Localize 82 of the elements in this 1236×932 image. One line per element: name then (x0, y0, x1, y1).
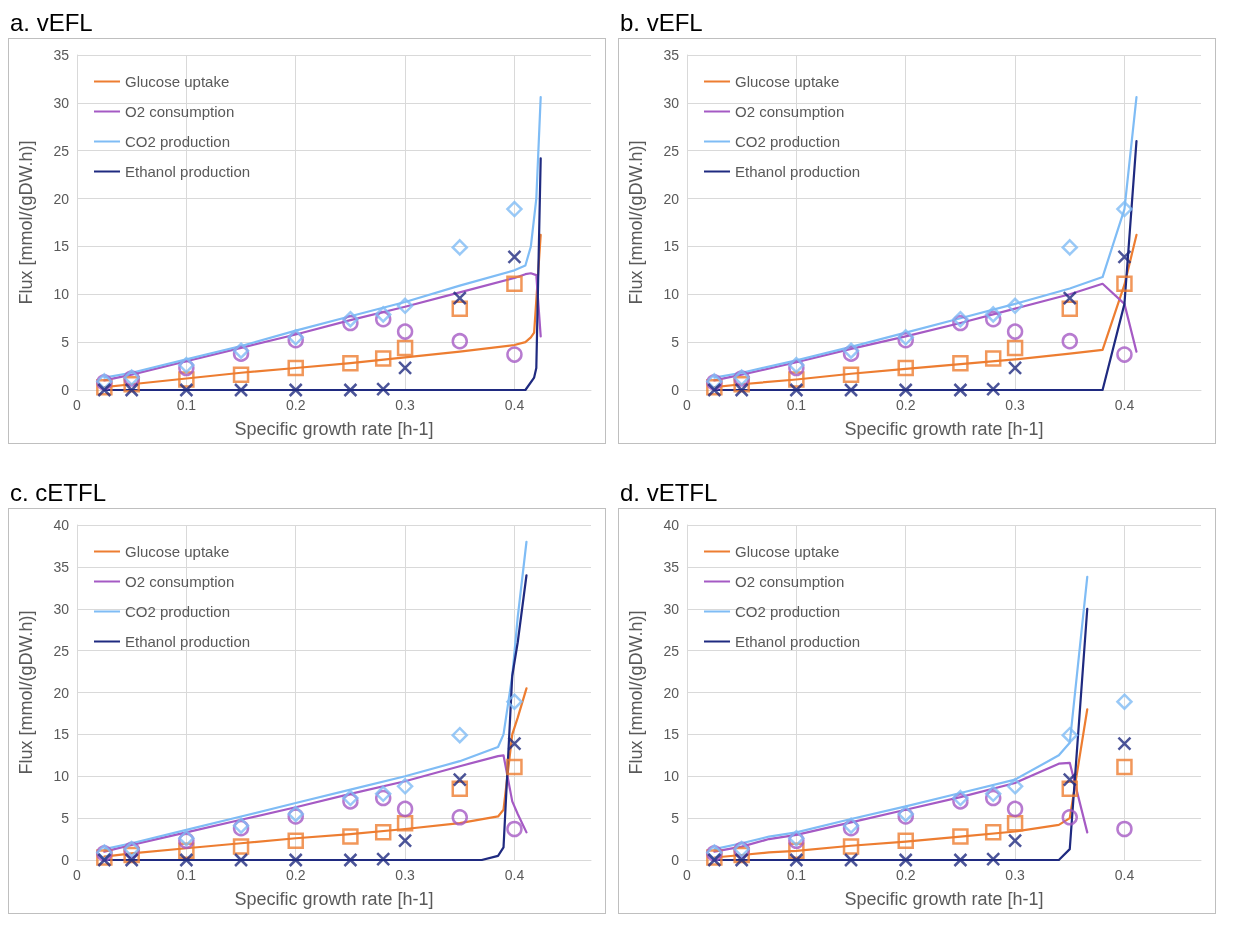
legend-label: Glucose uptake (735, 73, 840, 90)
y-tick-label: 10 (663, 768, 680, 785)
legend-label: O2 consumption (125, 573, 235, 590)
x-tick-label: 0 (73, 867, 82, 883)
x-tick-label: 0.4 (504, 867, 525, 883)
x-tick-label: 0.2 (285, 397, 306, 413)
y-axis-title: Flux [mmol/(gDW.h)] (626, 610, 646, 775)
y-tick-label: 15 (53, 726, 70, 743)
chart-title: d. vETFL (619, 478, 719, 508)
y-tick-label: 20 (663, 684, 680, 701)
x-tick-label: 0 (683, 397, 692, 413)
y-tick-label: 30 (663, 600, 680, 617)
y-tick-label: 40 (53, 517, 70, 533)
y-axis-title: Flux [mmol/(gDW.h)] (626, 140, 646, 305)
y-tick-label: 0 (671, 382, 680, 398)
legend-label: Ethanol production (735, 633, 861, 650)
legend-label: CO2 production (735, 603, 841, 620)
x-axis-title: Specific growth rate [h-1] (234, 419, 434, 439)
x-tick-label: 0 (683, 867, 692, 883)
x-axis-title: Specific growth rate [h-1] (234, 889, 434, 909)
y-tick-label: 30 (663, 94, 680, 111)
y-tick-label: 35 (53, 47, 70, 63)
legend-label: Ethanol production (735, 163, 861, 180)
chart-title: c. cETFL (9, 478, 107, 508)
y-tick-label: 15 (663, 726, 680, 743)
y-tick-label: 35 (663, 47, 680, 63)
y-axis-title: Flux [mmol/(gDW.h)] (16, 140, 36, 305)
legend-label: Glucose uptake (125, 543, 230, 560)
x-tick-label: 0.2 (895, 867, 916, 883)
y-tick-label: 35 (663, 558, 680, 575)
legend-label: Ethanol production (125, 633, 251, 650)
x-tick-label: 0.1 (786, 867, 807, 883)
legend-label: CO2 production (125, 603, 231, 620)
y-tick-label: 10 (53, 286, 70, 303)
x-tick-label: 0.4 (1114, 867, 1135, 883)
y-tick-label: 10 (53, 768, 70, 785)
x-tick-label: 0.3 (1005, 397, 1026, 413)
y-tick-label: 40 (663, 517, 680, 533)
y-tick-label: 25 (663, 142, 680, 159)
x-axis-title: Specific growth rate [h-1] (844, 889, 1044, 909)
x-tick-label: 0.1 (176, 867, 197, 883)
legend-label: CO2 production (125, 133, 231, 150)
x-tick-label: 0.2 (895, 397, 916, 413)
x-tick-label: 0.1 (176, 397, 197, 413)
legend-label: O2 consumption (735, 573, 845, 590)
x-tick-label: 0 (73, 397, 82, 413)
chart-title: b. vEFL (619, 8, 704, 38)
y-tick-label: 0 (61, 382, 70, 398)
legend-label: Ethanol production (125, 163, 251, 180)
x-tick-label: 0.1 (786, 397, 807, 413)
y-tick-label: 5 (61, 334, 70, 351)
y-tick-label: 5 (61, 810, 70, 827)
chart-title: a. vEFL (9, 8, 94, 38)
y-tick-label: 20 (53, 684, 70, 701)
x-tick-label: 0.3 (395, 867, 416, 883)
x-tick-label: 0.4 (1114, 397, 1135, 413)
y-tick-label: 30 (53, 600, 70, 617)
legend-label: CO2 production (735, 133, 841, 150)
y-tick-label: 25 (53, 642, 70, 659)
y-axis-title: Flux [mmol/(gDW.h)] (16, 610, 36, 775)
y-tick-label: 10 (663, 286, 680, 303)
x-tick-label: 0.2 (285, 867, 306, 883)
y-tick-label: 35 (53, 558, 70, 575)
x-tick-label: 0.3 (395, 397, 416, 413)
y-tick-label: 15 (663, 238, 680, 255)
legend-label: Glucose uptake (125, 73, 230, 90)
legend-label: O2 consumption (125, 103, 235, 120)
y-tick-label: 5 (671, 334, 680, 351)
y-tick-label: 0 (61, 852, 70, 868)
legend-label: O2 consumption (735, 103, 845, 120)
x-axis-title: Specific growth rate [h-1] (844, 419, 1044, 439)
x-tick-label: 0.3 (1005, 867, 1026, 883)
y-tick-label: 30 (53, 94, 70, 111)
y-tick-label: 20 (53, 190, 70, 207)
x-tick-label: 0.4 (504, 397, 525, 413)
y-tick-label: 25 (663, 642, 680, 659)
y-tick-label: 25 (53, 142, 70, 159)
y-tick-label: 15 (53, 238, 70, 255)
y-tick-label: 5 (671, 810, 680, 827)
y-tick-label: 0 (671, 852, 680, 868)
legend-label: Glucose uptake (735, 543, 840, 560)
y-tick-label: 20 (663, 190, 680, 207)
